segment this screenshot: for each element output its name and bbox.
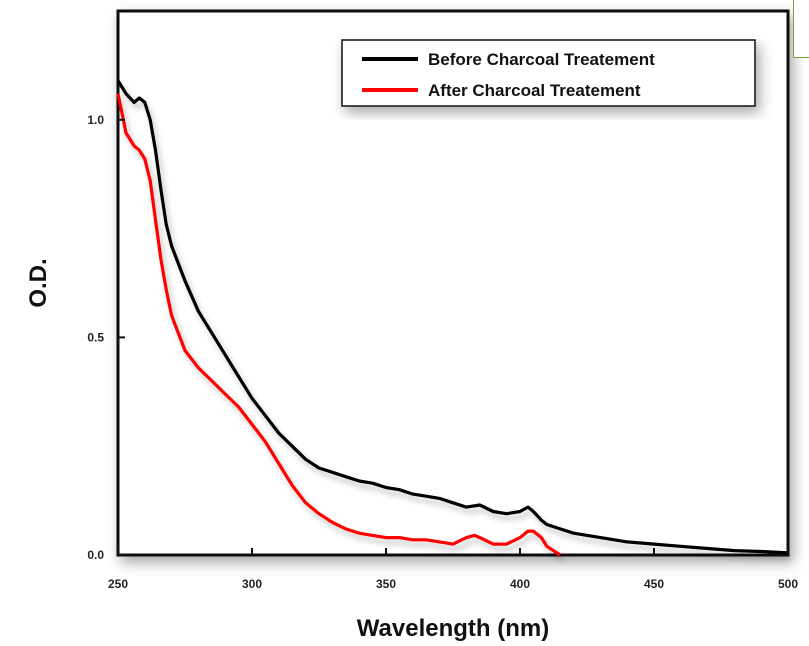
y-tick-label: 0.5 bbox=[87, 330, 104, 344]
x-axis-ticks: 250 300 350 400 450 500 bbox=[108, 548, 798, 591]
legend-box bbox=[341, 39, 756, 107]
y-tick-label: 0.0 bbox=[87, 548, 104, 562]
series-line-1 bbox=[116, 93, 562, 557]
x-tick-label: 250 bbox=[108, 577, 128, 591]
y-tick-label: 1.0 bbox=[87, 113, 104, 127]
x-tick-label: 400 bbox=[510, 577, 530, 591]
series-line-0 bbox=[116, 79, 789, 555]
corner-box-decoration bbox=[793, 0, 809, 58]
x-tick-label: 500 bbox=[778, 577, 798, 591]
series-layer bbox=[116, 79, 789, 557]
x-tick-label: 300 bbox=[242, 577, 262, 591]
x-tick-label: 450 bbox=[644, 577, 664, 591]
legend-label-after: After Charcoal Treatement bbox=[428, 81, 641, 100]
legend: Before Charcoal Treatement After Charcoa… bbox=[341, 39, 756, 107]
y-axis-title: O.D. bbox=[25, 258, 52, 307]
legend-label-before: Before Charcoal Treatement bbox=[428, 50, 655, 69]
x-axis-title: Wavelength (nm) bbox=[357, 615, 549, 642]
y-axis-ticks: 0.0 0.5 1.0 bbox=[87, 113, 125, 562]
x-tick-label: 350 bbox=[376, 577, 396, 591]
